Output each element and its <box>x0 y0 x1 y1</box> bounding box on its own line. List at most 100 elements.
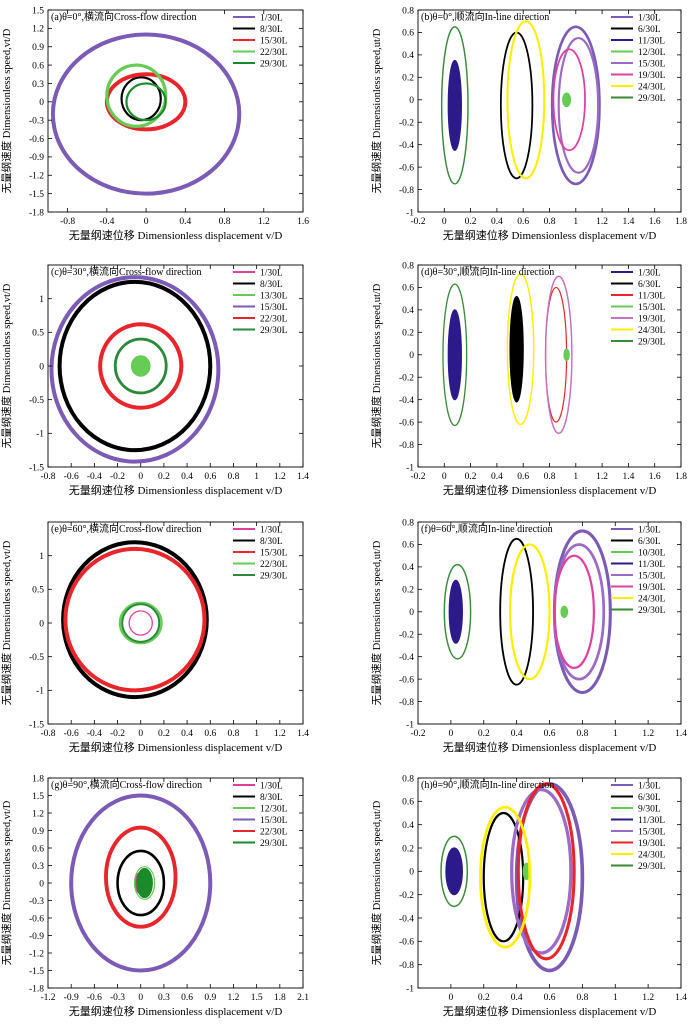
x-tick-label: -0.8 <box>40 729 55 739</box>
series-4-curve <box>562 92 572 108</box>
x-axis-label: 无量纲速位移 Dimensionless displacement v/D <box>69 740 283 754</box>
legend-entry: 13/30L <box>260 292 288 302</box>
y-tick-label: 1 <box>39 295 44 305</box>
x-tick-label: -0.6 <box>64 472 79 482</box>
x-tick-label: 1.2 <box>228 993 240 1003</box>
legend-entry: 6/30L <box>638 25 661 35</box>
legend-entry: 22/30L <box>260 828 288 838</box>
series-4-curve <box>69 793 213 973</box>
legend-entry: 15/30L <box>638 60 666 70</box>
x-tick-label: 0 <box>442 217 447 227</box>
x-tick-label: 0 <box>138 472 143 482</box>
legend-entry: 29/30L <box>638 94 666 104</box>
y-tick-label: 0 <box>409 608 414 618</box>
x-tick-label: 2.1 <box>297 993 309 1003</box>
y-tick-label: -1.5 <box>29 967 44 977</box>
series-7-curve <box>506 20 546 180</box>
y-tick-label: 0.6 <box>402 29 414 39</box>
y-tick-label: 0.4 <box>402 51 414 61</box>
y-tick-label: -1 <box>406 720 414 730</box>
legend-entry: 29/30L <box>638 338 666 348</box>
y-tick-label: -0.8 <box>399 441 414 451</box>
series-1-curve <box>50 32 242 196</box>
y-tick-label: -1 <box>36 687 44 697</box>
panel-e: -0.8 -0.6 -0.4 -0.2 0 0.2 0.4 0.6 0.8 1 1.2 1.4 -1.5… <box>0 521 309 754</box>
legend-entry: 24/30L <box>638 851 666 861</box>
x-tick-label: 1 <box>254 729 259 739</box>
y-tick-label: -0.4 <box>399 653 414 663</box>
plot-area <box>49 275 221 464</box>
y-tick-label: 0.5 <box>32 329 44 339</box>
legend-entry: 1/30L <box>260 782 283 792</box>
legend-entry: 22/30L <box>260 560 288 570</box>
panel-h: 0 0.2 0.4 0.6 0.8 1 1.2 1.4 -1 -0.8 -0.6 -0.4 -0.2 0 0… <box>370 774 687 1018</box>
plot-area <box>443 529 612 695</box>
x-tick-label: 1.4 <box>675 993 687 1003</box>
legend-entry: 29/30L <box>260 326 288 336</box>
x-tick-label: 0.2 <box>158 729 170 739</box>
x-tick-label: 1.8 <box>675 217 687 227</box>
legend-entry: 1/30L <box>638 14 661 24</box>
y-tick-label: 0.5 <box>32 586 44 596</box>
y-tick-label: 0.8 <box>402 261 414 271</box>
plot-area <box>442 273 573 435</box>
series-1-curve <box>447 309 462 401</box>
panel-title: (c)θ=30°,横流向Cross-flow direction <box>51 265 202 278</box>
legend-entry: 8/30L <box>260 537 283 547</box>
y-tick-label: -0.3 <box>29 897 44 907</box>
series-7-curve <box>479 805 532 949</box>
y-tick-label: -0.6 <box>399 163 414 173</box>
legend-entry: 15/30L <box>260 303 288 313</box>
x-tick-label: 0.6 <box>181 993 193 1003</box>
legend-entry: 19/30L <box>638 71 666 81</box>
x-tick-label: 0.4 <box>511 729 523 739</box>
x-tick-label: 0.6 <box>204 472 216 482</box>
legend-entry: 11/30L <box>638 816 665 826</box>
y-tick-label: -0.2 <box>399 119 414 129</box>
legend-entry: 8/30L <box>260 25 283 35</box>
y-tick-label: -0.3 <box>29 116 44 126</box>
y-tick-label: -1.8 <box>29 208 44 218</box>
x-tick-label: 1.4 <box>297 472 309 482</box>
x-tick-label: -0.4 <box>87 729 102 739</box>
series-1-curve <box>128 610 153 636</box>
series-7-curve <box>508 543 551 681</box>
x-tick-label: -0.2 <box>110 472 125 482</box>
x-tick-label: 0 <box>442 472 447 482</box>
x-tick-label: 1.2 <box>274 729 286 739</box>
legend-entry: 24/30L <box>638 83 666 93</box>
x-tick-label: 0 <box>144 217 149 227</box>
y-axis-label: 无量纲速度 Dimensionless speed,ut/D <box>370 540 383 705</box>
series-5-curve <box>104 825 178 929</box>
series-2-curve <box>61 540 209 700</box>
y-tick-label: -1.2 <box>29 949 44 959</box>
legend-entry: 29/30L <box>260 572 288 582</box>
x-tick-label: -0.2 <box>410 217 425 227</box>
legend-entry: 1/30L <box>260 14 283 24</box>
legend-entry: 8/30L <box>260 793 283 803</box>
legend-entry: 15/30L <box>638 303 666 313</box>
x-tick-label: -0.2 <box>410 729 425 739</box>
series-4-curve <box>445 847 463 896</box>
x-tick-label: 1 <box>613 993 618 1003</box>
x-tick-label: 0.4 <box>181 729 193 739</box>
x-tick-label: -0.9 <box>64 993 79 1003</box>
x-tick-label: 1.4 <box>622 217 634 227</box>
x-tick-label: -0.8 <box>40 472 55 482</box>
x-tick-label: 0.8 <box>228 729 240 739</box>
x-tick-label: -0.6 <box>64 729 79 739</box>
y-tick-label: 1.8 <box>32 774 44 784</box>
y-tick-label: -1 <box>406 463 414 473</box>
legend-entry: 29/30L <box>638 862 666 872</box>
y-tick-label: 1.2 <box>32 809 44 819</box>
x-tick-label: 1.8 <box>274 993 286 1003</box>
panel-title: (a)θ=0°,横流向Cross-flow direction <box>51 10 197 23</box>
y-tick-label: 0.6 <box>32 61 44 71</box>
y-axis-label: 无量纲速度 Dimensionless speed,vt/D <box>0 28 13 193</box>
y-tick-label: 0.8 <box>402 518 414 528</box>
legend-entry: 9/30L <box>638 805 661 815</box>
y-tick-label: -0.6 <box>29 135 44 145</box>
